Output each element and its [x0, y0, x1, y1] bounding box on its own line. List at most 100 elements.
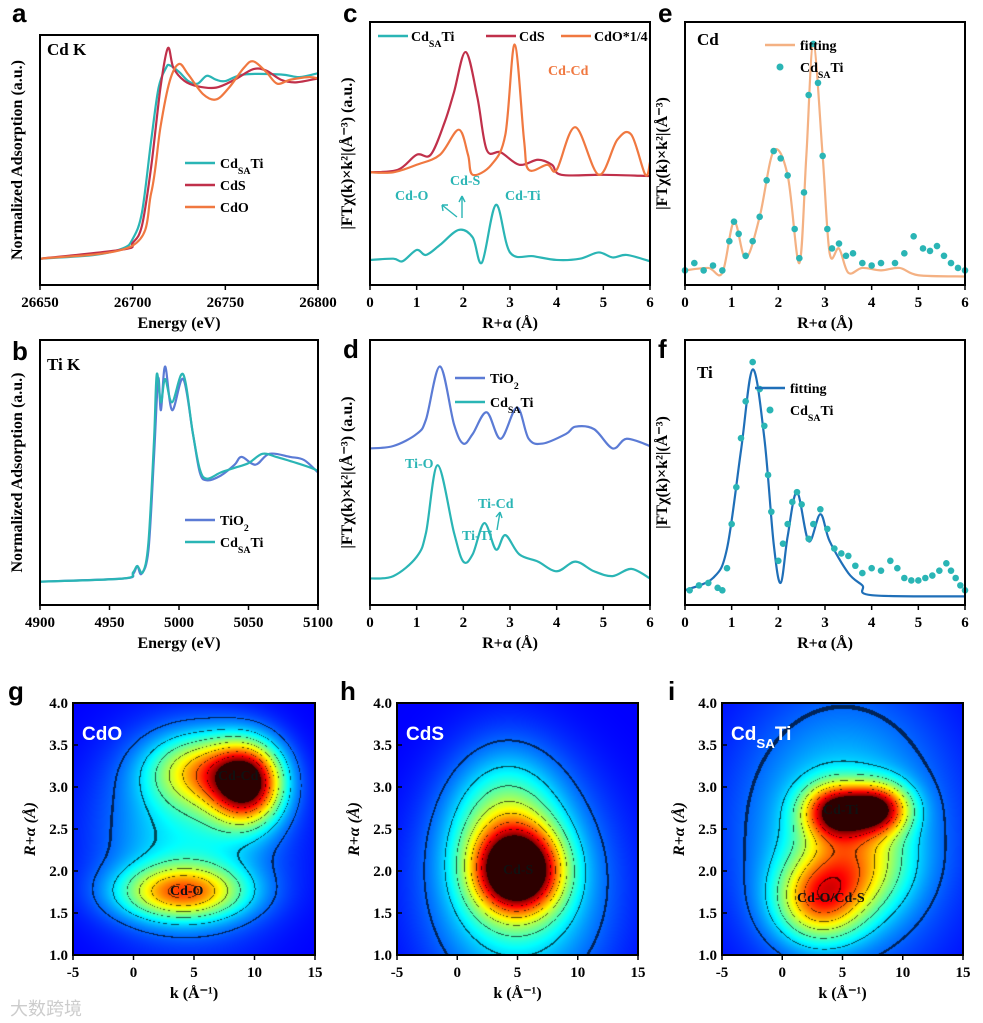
x-tick-label: 6 — [646, 295, 654, 311]
data-point — [749, 237, 756, 245]
y-tick-label: 2.5 — [373, 822, 392, 838]
y-tick-label: 1.0 — [698, 948, 717, 964]
x-tick-label: 3 — [506, 615, 514, 631]
data-point — [686, 586, 693, 594]
x-tick-label: 26800 — [299, 295, 337, 311]
data-point — [957, 582, 964, 589]
series-line-cds — [39, 46, 319, 260]
peak-label: Cd-O — [395, 189, 429, 204]
y-axis-title: |FTχ(k)×k²|(Å⁻³) — [653, 97, 671, 210]
peak-label: Cd-O/Cd-S — [797, 891, 865, 906]
peak-label: Ti-O — [405, 457, 434, 472]
legend-label: CdSATi — [220, 157, 264, 177]
plot-frame — [39, 34, 319, 286]
panel-label-e: e — [658, 0, 672, 28]
data-point — [824, 225, 831, 233]
x-tick-label: 4 — [553, 295, 561, 311]
series-line-cdo*1/4 — [369, 43, 652, 177]
x-tick-label: 26650 — [21, 295, 59, 311]
x-axis-title: R+α (Å) — [797, 634, 853, 652]
legend-label: CdSATi — [490, 396, 534, 416]
data-point — [764, 471, 772, 479]
data-point — [915, 577, 922, 584]
data-point — [922, 574, 929, 582]
x-tick-label: 10 — [895, 965, 910, 981]
arrow-icon — [441, 195, 466, 218]
data-point — [789, 498, 796, 506]
data-point — [835, 240, 843, 247]
data-point — [763, 176, 770, 184]
panel-title: Cd K — [47, 40, 87, 59]
x-tick-label: 1 — [413, 615, 421, 631]
data-point — [805, 535, 812, 543]
x-tick-label: 5 — [600, 295, 608, 311]
x-tick-label: 6 — [961, 295, 969, 311]
x-tick-label: 0 — [681, 295, 689, 311]
y-tick-label: 1.0 — [373, 948, 392, 964]
peak-label: Cd-Cd — [218, 769, 259, 784]
panel-h: h CdS Cd-S 1.0 1.5 2.0 2.5 3.0 3.5 4.0 R+α (Å) -5 0 5… — [340, 676, 646, 1002]
data-point — [824, 525, 831, 533]
data-point — [691, 259, 698, 267]
legend-label: CdSATi — [800, 61, 844, 81]
x-tick-label: 10 — [570, 965, 585, 981]
data-point — [810, 520, 817, 528]
x-tick-label: 0 — [779, 965, 787, 981]
y-axis-title: |FTχ(k)×k²|(Å⁻³) — [653, 416, 671, 529]
peak-label: Cd-S — [503, 863, 534, 878]
x-tick-label: 3 — [821, 295, 829, 311]
data-point — [908, 577, 915, 584]
legend-label: fitting — [790, 382, 827, 397]
y-axis-title: |FTχ(k)×k²|(Å⁻³) (a.u.) — [338, 77, 356, 229]
heatmap-h — [397, 703, 638, 955]
data-point — [901, 250, 908, 257]
y-tick-label: 2.5 — [698, 822, 717, 838]
panel-label-d: d — [343, 334, 359, 364]
legend-label: CdS — [519, 30, 545, 45]
panel-i: i CdSATi Cd-Ti Cd-O/Cd-S 1.0 1.5 2.0 2.5 3.0 3.5 4… — [668, 676, 971, 1002]
x-axis-title: Energy (eV) — [137, 315, 220, 332]
panel-e: e Cd fitting CdSATi |FTχ(k)×k²|(Å⁻³) 0 1 2 3 4 5 6 R… — [653, 0, 969, 332]
y-tick-label: 4.0 — [49, 696, 68, 712]
y-axis-title: R+α (Å) — [345, 802, 363, 857]
data-point — [768, 508, 775, 516]
peak-label: Cd-O — [170, 884, 204, 899]
peak-label: Cd-S — [450, 174, 481, 189]
y-tick-label: 3.5 — [698, 738, 717, 754]
x-tick-label: 5 — [915, 615, 923, 631]
series-line-cdsati — [369, 203, 651, 265]
y-axis-title: R+α (Å) — [670, 802, 688, 857]
x-axis-title: k (Å⁻¹) — [493, 984, 541, 1002]
y-axis-title: Normalized Adsorption (a.u.) — [9, 373, 26, 573]
y-tick-label: 2.0 — [373, 864, 392, 880]
x-axis-title: R+α (Å) — [482, 634, 538, 652]
series-line-cdsati — [39, 372, 319, 583]
x-tick-label: 0 — [130, 965, 138, 981]
panel-title: Ti — [697, 363, 713, 382]
y-tick-label: 4.0 — [373, 696, 392, 712]
x-tick-label: 2 — [775, 295, 783, 311]
y-tick-label: 3.0 — [373, 780, 392, 796]
panel-title: Cd — [697, 30, 719, 49]
x-tick-label: 5 — [600, 615, 608, 631]
data-point — [730, 218, 738, 225]
x-tick-label: 2 — [460, 295, 468, 311]
panel-label-b: b — [12, 336, 28, 366]
heatmap-title: CdSATi — [731, 724, 791, 751]
x-tick-label: 4 — [553, 615, 561, 631]
y-tick-label: 1.5 — [49, 906, 68, 922]
x-tick-label: 4950 — [95, 615, 125, 631]
legend-label: CdO — [220, 201, 249, 216]
data-point — [796, 254, 803, 262]
data-point — [877, 259, 885, 267]
data-point — [719, 267, 726, 274]
data-point — [940, 252, 948, 260]
x-tick-label: 4 — [868, 295, 876, 311]
data-point — [777, 155, 784, 162]
series-line-cdsati — [369, 464, 651, 580]
arrow-icon — [495, 511, 503, 531]
data-point — [735, 230, 742, 238]
